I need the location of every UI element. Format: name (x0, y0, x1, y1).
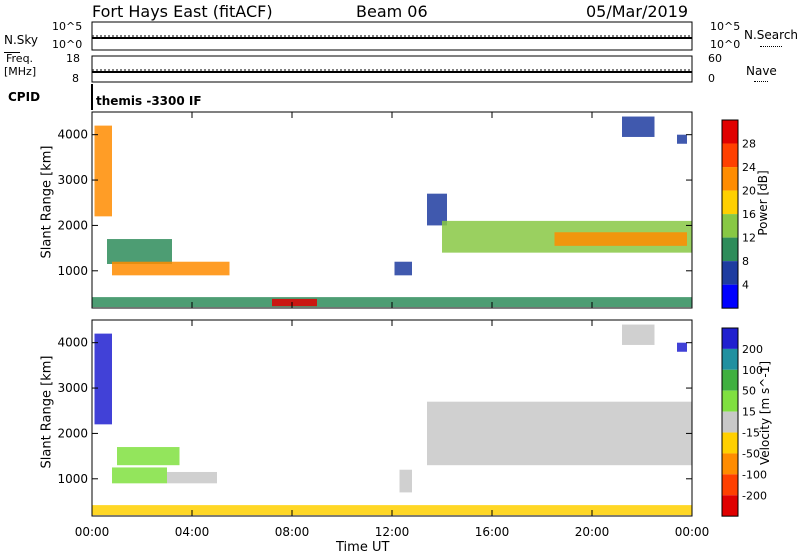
colorbar-tick-velocity-0: 200 (742, 343, 763, 356)
scatter-region-power-10 (677, 134, 687, 144)
colorbar-tick-power-6: 4 (742, 279, 749, 292)
scatter-region-power-2 (112, 261, 230, 276)
freq-panel-frame (91, 55, 693, 83)
nsky-label: N.Sky (4, 33, 39, 47)
scatter-region-velocity-1 (117, 447, 180, 466)
colorbar-seg-velocity-7 (722, 474, 738, 496)
colorbar-tick-velocity-3: 15 (742, 406, 756, 419)
nave-tick-top: 60 (708, 52, 722, 65)
date-title: 05/Mar/2019 (586, 2, 689, 21)
scatter-region-power-5 (394, 261, 412, 276)
colorbar-tick-velocity-4: -15 (742, 427, 760, 440)
scatter-region-velocity-0 (94, 333, 112, 425)
xtick-label-6: 00:00 (675, 525, 710, 539)
ytick-label-power-0: 4000 (57, 128, 88, 142)
time-axis-label: Time UT (336, 540, 390, 555)
colorbar-tick-velocity-1: 100 (742, 364, 763, 377)
scatter-region-power-6 (427, 193, 447, 226)
nsearch-legend-line (760, 46, 782, 47)
colorbar-tick-velocity-5: -50 (742, 447, 760, 460)
ytick-label-power-1: 3000 (57, 173, 88, 187)
freq-tick-top: 18 (66, 52, 80, 65)
xtick-label-3: 12:00 (375, 525, 410, 539)
colorbar-frame-power (721, 119, 739, 309)
nsearch-tick-top: 10^5 (710, 20, 741, 33)
scatter-region-velocity-8 (677, 342, 687, 352)
nsky-tick-top: 10^5 (52, 20, 83, 33)
scatter-region-velocity-2 (112, 467, 167, 484)
colorbar-seg-velocity-3 (722, 390, 738, 412)
colorbar-seg-velocity-0 (722, 328, 738, 349)
ytick-label-velocity-2: 2000 (57, 426, 88, 440)
colorbar-tick-power-1: 24 (742, 161, 756, 174)
colorbar-tick-power-4: 12 (742, 232, 756, 245)
nsky-legend-line (4, 52, 20, 53)
scatter-region-velocity-7 (622, 324, 655, 345)
freq-label: Freq. (6, 52, 34, 65)
colorbar-tick-power-5: 8 (742, 255, 749, 268)
colorbar-tick-power-0: 28 (742, 138, 756, 151)
scatter-region-velocity-5 (399, 469, 412, 493)
colorbar-seg-power-3 (722, 190, 738, 215)
xtick-label-0: 00:00 (75, 525, 110, 539)
colorbar-seg-velocity-8 (722, 495, 738, 517)
xtick-label-1: 04:00 (175, 525, 210, 539)
colorbar-seg-velocity-6 (722, 453, 738, 475)
velocity-ylabel: Slant Range [km] (39, 355, 55, 469)
scatter-region-power-4 (272, 298, 317, 307)
xtick-label-4: 16:00 (475, 525, 510, 539)
colorbar-seg-power-6 (722, 261, 738, 285)
cpid-value: themis -3300 IF (96, 94, 202, 108)
ytick-label-velocity-0: 4000 (57, 336, 88, 350)
nave-label: Nave (746, 64, 777, 78)
colorbar-tick-power-2: 20 (742, 185, 756, 198)
nave-legend-line (754, 81, 768, 82)
plot-bg-power (92, 112, 692, 308)
scatter-region-power-1 (107, 239, 172, 264)
scatter-region-power-0 (94, 125, 112, 217)
freq-unit-label: [MHz] (4, 65, 37, 78)
power-colorbar-label: Power [dB] (756, 170, 770, 236)
colorbar-frame-velocity (721, 327, 739, 517)
scatter-region-velocity-3 (167, 471, 217, 484)
nsearch-tick-bottom: 10^0 (710, 38, 741, 51)
nsky-tick-bottom: 10^0 (52, 38, 83, 51)
colorbar-tick-velocity-7: -200 (742, 489, 767, 502)
scatter-region-power-8 (554, 232, 687, 246)
colorbar-seg-velocity-4 (722, 411, 738, 433)
colorbar-seg-power-0 (722, 120, 738, 144)
cpid-label: CPID (8, 90, 41, 104)
colorbar-tick-velocity-6: -100 (742, 468, 767, 481)
colorbar-tick-power-3: 16 (742, 208, 756, 221)
colorbar-seg-velocity-2 (722, 369, 738, 391)
velocity-colorbar-label: Velocity [m s^-1] (758, 360, 772, 466)
radar-title: Fort Hays East (fitACF) (92, 2, 273, 21)
colorbar-tick-velocity-2: 50 (742, 385, 756, 398)
colorbar-seg-power-5 (722, 237, 738, 262)
colorbar-seg-power-4 (722, 214, 738, 238)
freq-tick-bottom: 8 (72, 72, 79, 85)
ytick-label-velocity-3: 1000 (57, 472, 88, 486)
nsearch-label: N.Search (744, 28, 799, 42)
colorbar-seg-power-1 (722, 143, 738, 168)
colorbar-seg-velocity-5 (722, 432, 738, 454)
ytick-label-power-2: 2000 (57, 218, 88, 232)
scatter-region-power-9 (622, 116, 655, 137)
colorbar-seg-power-2 (722, 167, 738, 191)
ytick-label-power-3: 1000 (57, 264, 88, 278)
xtick-label-2: 08:00 (275, 525, 310, 539)
ytick-label-velocity-1: 3000 (57, 381, 88, 395)
colorbar-seg-power-7 (722, 284, 738, 309)
scatter-region-velocity-6 (427, 401, 692, 466)
nave-tick-bottom: 0 (708, 72, 715, 85)
beam-title: Beam 06 (356, 2, 428, 21)
colorbar-seg-velocity-1 (722, 348, 738, 370)
power-ylabel: Slant Range [km] (39, 145, 55, 259)
xtick-label-5: 20:00 (575, 525, 610, 539)
